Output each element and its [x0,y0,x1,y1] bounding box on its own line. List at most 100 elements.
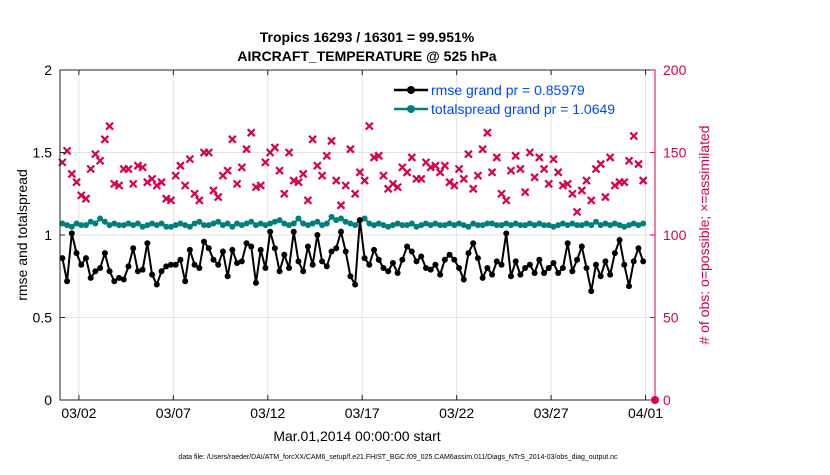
rmse-point [418,253,425,260]
obs-x-stroke [128,179,138,189]
rmse-point [267,228,274,235]
totalspread-point [503,220,510,227]
totalspread-point [281,220,288,227]
obs-assimilated-point [100,135,110,144]
obs-x-stroke [223,166,232,175]
obs-assimilated-point [176,161,185,170]
obs-assimilated-point [147,174,157,184]
totalspread-point [111,220,118,227]
axes: 03/02 03/07 03/12 03/17 03/22 03/27 04/0100.51… [33,62,687,421]
totalspread-point [328,213,335,220]
obs-x-stroke [270,143,280,152]
totalspread-point [602,220,609,227]
obs-x-stroke [450,181,459,190]
totalspread-point [621,223,628,230]
obs-assimilated-point [501,196,511,205]
obs-assimilated-point [431,161,440,170]
rmse-point [342,248,349,255]
totalspread-point [201,222,208,229]
totalspread-point [64,222,71,229]
obs-assimilated-point [336,201,346,210]
obs-assimilated-point [322,151,332,161]
rmse-point [394,269,401,276]
totalspread-point [385,223,392,230]
obs-x-stroke [91,149,100,159]
obs-x-stroke [62,146,72,156]
obs-assimilated-point [298,169,308,179]
y-tick-label-right: 50 [663,310,679,326]
obs-x-stroke [374,151,384,161]
rmse-point [578,243,585,250]
rmse-line [61,220,645,292]
y-tick-label-left: 1.5 [33,145,53,161]
obs-assimilated-point [166,196,176,205]
rmse-point [139,266,146,273]
rmse-point [153,281,160,288]
totalspread-point [460,222,467,229]
totalspread-point [630,220,637,227]
totalspread-point [626,222,633,229]
rmse-point [437,271,444,278]
totalspread-point [389,222,396,229]
obs-assimilated-point [350,189,360,199]
obs-assimilated-point [468,184,478,194]
rmse-point [635,245,642,252]
rmse-point [73,250,80,257]
totalspread-point [427,222,434,229]
rmse-point [229,246,236,253]
totalspread-point [224,220,231,227]
y-tick-label-left: 2 [44,62,52,78]
obs-assimilated-point [582,176,591,185]
totalspread-point [583,220,590,227]
obs-assimilated-point [530,172,539,182]
obs-x-stroke [549,154,558,164]
rmse-point [456,265,463,271]
obs-x-stroke [535,153,544,162]
obs-x-stroke [426,163,435,172]
rmse-point [517,271,524,278]
totalspread-point [73,220,80,227]
obs-assimilated-point [407,153,417,162]
obs-assimilated-point [634,159,643,169]
rmse-point [498,261,505,268]
obs-x-stroke [464,149,473,159]
totalspread-point [616,222,623,229]
obs-x-stroke [440,161,450,170]
totalspread-point [309,220,316,227]
obs-x-stroke [445,177,454,187]
totalspread-point [512,220,519,227]
rmse-point [64,278,71,285]
x-tick-label: 03/02 [61,405,96,421]
totalspread-point [531,222,538,229]
rmse-point [352,281,359,288]
totalspread-point [550,223,557,230]
rmse-point [550,260,557,267]
rmse-point [361,255,368,262]
obs-x-stroke [346,144,355,154]
totalspread-point [177,220,184,227]
totalspread-point [219,222,226,229]
obs-x-stroke [289,176,299,185]
totalspread-point [607,222,614,229]
rmse-point [87,274,94,281]
rmse-point [82,255,89,262]
totalspread-point [82,222,89,229]
obs-assimilated-point [67,169,77,179]
obs-assimilated-point [313,161,322,170]
rmse-point [371,246,378,253]
totalspread-point [144,222,151,229]
obs-x-stroke [388,179,398,189]
y-tick-label-right: 0 [663,392,671,408]
obs-assimilated-point [81,194,91,203]
rmse-point [323,263,330,270]
totalspread-point [555,222,562,229]
rmse-point [404,243,411,250]
obs-assimilated-point [459,174,469,184]
rmse-point [574,256,581,263]
rmse-point [196,265,203,271]
totalspread-point [149,220,156,227]
obs-assimilated-point [549,154,558,164]
totalspread-point [158,220,165,227]
rmse-point [134,268,141,275]
obs-x-stroke [76,191,86,200]
